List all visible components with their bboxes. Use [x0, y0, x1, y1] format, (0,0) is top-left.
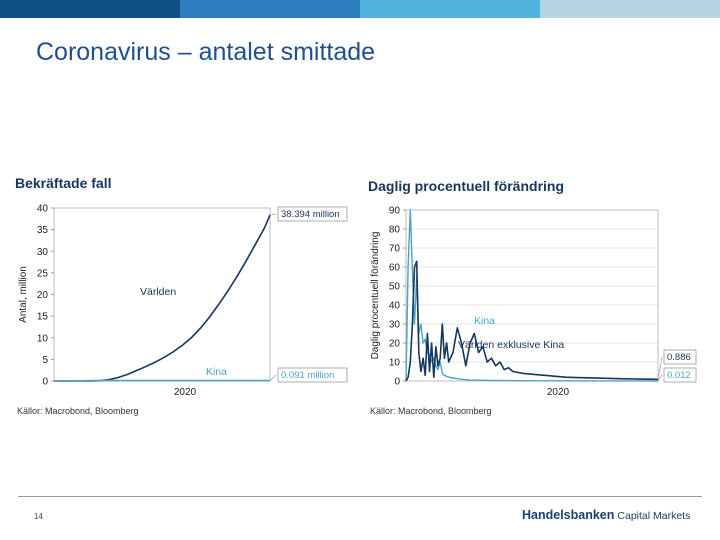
top-bar-segment-blue: [180, 0, 360, 18]
y-tick-label: 70: [389, 244, 401, 255]
callout-label: 0.012: [667, 370, 691, 381]
callout-box: [277, 206, 348, 222]
y-tick-label: 25: [37, 268, 49, 279]
y-tick-label: 90: [389, 206, 401, 217]
callout-box: [277, 367, 348, 383]
callout-leader: [657, 356, 663, 380]
y-tick-label: 15: [37, 312, 49, 323]
y-tick-label: 35: [37, 225, 49, 236]
top-bar-segment-dark-blue: [0, 0, 180, 18]
y-tick-label: 60: [389, 263, 401, 274]
top-bar-segment-light-blue: [360, 0, 540, 18]
y-axis-label: Antal, million: [18, 266, 29, 323]
y-tick-label: 10: [37, 333, 49, 344]
y-tick-label: 20: [389, 339, 401, 350]
callout-leader: [657, 374, 663, 382]
y-tick-label: 10: [389, 358, 401, 369]
top-color-bar: [0, 0, 720, 18]
right-chart-title: Daglig procentuell förändring: [368, 178, 565, 194]
y-axis-label: Daglig procentuell förändring: [370, 232, 381, 360]
brand-suffix: Capital Markets: [617, 510, 691, 522]
y-tick-label: 30: [389, 320, 401, 331]
callout-leader: [269, 374, 277, 381]
series-name-label: Världen: [140, 286, 176, 298]
series-name-label: Kina: [206, 366, 227, 378]
series-name-label: Kina: [474, 315, 495, 327]
y-tick-label: 0: [394, 377, 400, 388]
y-tick-label: 30: [37, 247, 49, 258]
x-tick-label: 2020: [547, 387, 570, 398]
page-number: 14: [34, 512, 43, 521]
y-tick-label: 40: [37, 204, 49, 215]
brand-logo: Handelsbanken Capital Markets: [522, 508, 690, 522]
footer-divider: [18, 496, 702, 497]
right-chart-source: Källor: Macrobond, Bloomberg: [370, 406, 492, 416]
callout-label: 0.091 million: [281, 370, 334, 381]
x-tick-label: 2020: [174, 387, 197, 398]
callout-label: 0.886: [667, 352, 691, 363]
callout-leader: [269, 213, 277, 216]
left-chart-source: Källor: Macrobond, Bloomberg: [17, 406, 139, 416]
brand-name: Handelsbanken: [522, 508, 615, 522]
confirmed-cases-chart: 0 5 10 15 20 25 30 35 40 2020 Antal, million Världe…: [18, 204, 348, 398]
series-line-varlden-exklusive-kina: [405, 260, 659, 382]
y-tick-label: 0: [42, 377, 48, 388]
series-name-label: Världen exklusive Kina: [458, 339, 564, 351]
daily-change-chart: 0 10 20 30 40 50 60 70 80 90 2020 Daglig procentuel…: [370, 206, 697, 398]
left-chart-title: Bekräftade fall: [15, 175, 112, 191]
callout-box: [663, 367, 697, 383]
callout-box: [663, 349, 697, 365]
y-tick-label: 80: [389, 225, 401, 236]
y-tick-label: 20: [37, 290, 49, 301]
callout-label: 38.394 million: [281, 209, 340, 220]
y-tick-label: 5: [42, 355, 48, 366]
y-tick-label: 40: [389, 301, 401, 312]
top-bar-segment-pale-blue: [540, 0, 720, 18]
slide-title: Coronavirus – antalet smittade: [36, 38, 376, 66]
y-tick-label: 50: [389, 282, 401, 293]
